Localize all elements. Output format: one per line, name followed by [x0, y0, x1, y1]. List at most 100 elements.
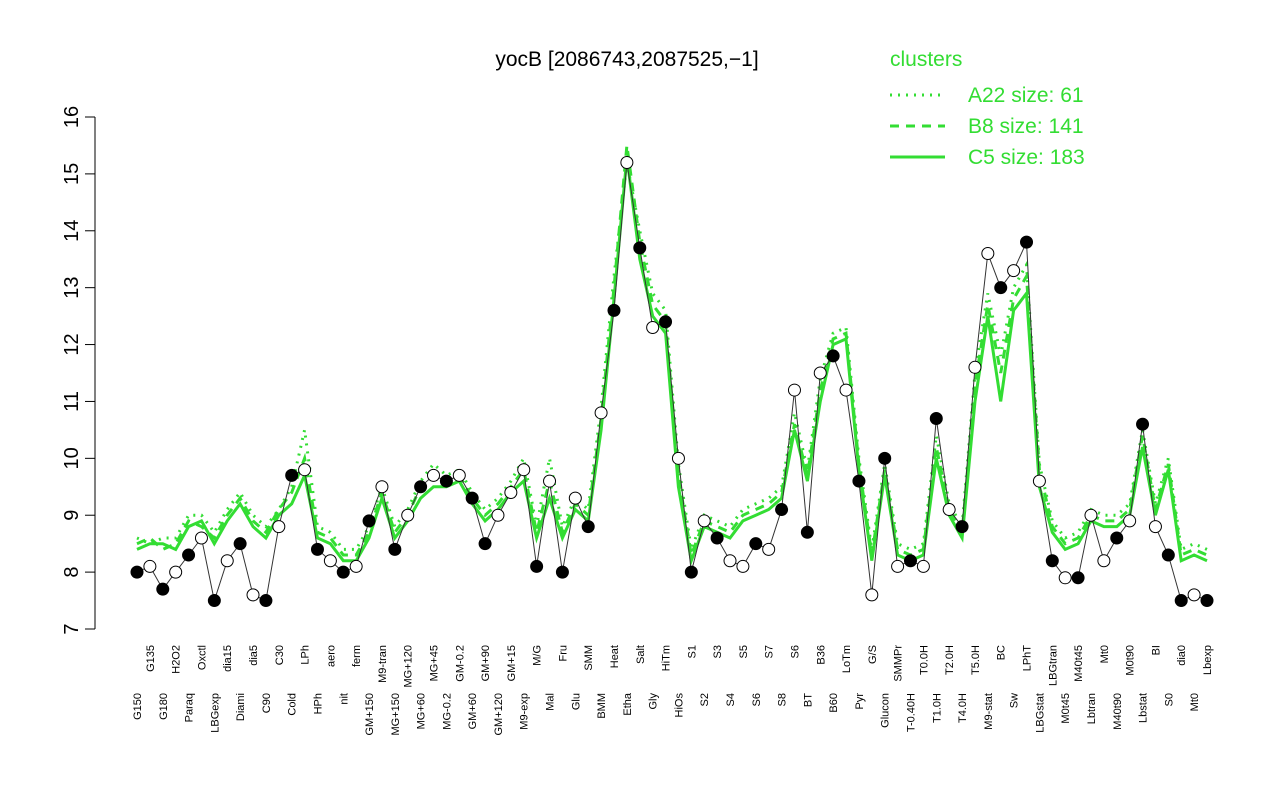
data-point — [1174, 594, 1188, 608]
data-point — [1110, 531, 1124, 545]
data-point — [607, 303, 621, 317]
data-point — [697, 514, 711, 528]
x-tick-label: Fru — [557, 645, 569, 662]
x-tick-label: S3 — [712, 645, 724, 658]
data-point — [852, 474, 866, 488]
data-point — [1148, 520, 1162, 534]
data-point — [156, 582, 170, 596]
x-tick-label: Glucon — [880, 693, 892, 728]
data-point — [929, 412, 943, 426]
x-tick-label: dia5 — [248, 645, 260, 666]
legend-label: C5 size: 183 — [968, 146, 1085, 169]
data-point — [594, 406, 608, 420]
data-point — [1084, 508, 1098, 522]
data-point — [504, 485, 518, 499]
data-point — [452, 468, 466, 482]
data-point — [336, 565, 350, 579]
data-point — [143, 559, 157, 573]
x-tick-label: T0.0H — [918, 645, 930, 675]
x-tick-label: BC — [996, 645, 1008, 660]
data-point — [684, 565, 698, 579]
x-tick-label: GM+90 — [480, 645, 492, 681]
x-tick-label: HiTm — [661, 645, 673, 671]
x-tick-label: Glu — [570, 693, 582, 710]
x-tick-label: Salt — [635, 645, 647, 664]
x-tick-label: T1.0H — [931, 693, 943, 723]
x-tick-label: B36 — [815, 645, 827, 665]
data-point — [710, 531, 724, 545]
x-tick-label: ferm — [351, 645, 363, 667]
data-point — [865, 588, 879, 602]
x-tick-label: MG+150 — [390, 693, 402, 736]
data-point — [246, 588, 260, 602]
y-tick-label: 12 — [61, 333, 83, 355]
data-point — [1097, 554, 1111, 568]
x-tick-label: M0t90 — [1125, 645, 1137, 676]
data-point — [620, 156, 634, 170]
data-line — [136, 162, 1208, 603]
x-tick-label: C30 — [274, 645, 286, 665]
x-tick-label: B60 — [828, 693, 840, 713]
data-point — [1058, 571, 1072, 585]
x-tick-label: GM+120 — [493, 693, 505, 736]
x-tick-label: GM+15 — [506, 645, 518, 681]
data-point — [207, 594, 221, 608]
data-point — [543, 474, 557, 488]
x-tick-label: M/G — [532, 645, 544, 666]
x-tick-label: MG-0.2 — [441, 693, 453, 730]
data-point — [194, 531, 208, 545]
data-point — [233, 537, 247, 551]
x-tick-label: Lbtran — [1086, 693, 1098, 724]
y-tick-label: 11 — [61, 391, 83, 412]
data-point — [994, 281, 1008, 295]
data-point — [130, 565, 144, 579]
legend-label: A22 size: 61 — [968, 84, 1084, 107]
data-point — [1071, 571, 1085, 585]
x-tick-label: T2.0H — [944, 645, 956, 675]
x-tick-label: nit — [338, 693, 350, 705]
data-point — [298, 463, 312, 477]
x-tick-label: SMMPr — [893, 645, 905, 682]
x-tick-label: Mt0 — [1189, 693, 1201, 711]
data-point — [1187, 588, 1201, 602]
x-tick-label: Paraq — [184, 693, 196, 722]
x-tick-label: S5 — [738, 645, 750, 658]
x-tick-label: M9-tran — [377, 645, 389, 683]
x-tick-label: T4.0H — [957, 693, 969, 723]
x-tick-label: LBGstat — [1034, 693, 1046, 733]
data-point — [903, 554, 917, 568]
data-point — [1007, 264, 1021, 278]
x-tick-label: dia15 — [222, 645, 234, 672]
data-point — [285, 468, 299, 482]
x-tick-label: GM+150 — [364, 693, 376, 736]
x-tick-label: MG+120 — [403, 645, 415, 688]
data-point — [646, 320, 660, 334]
data-point — [839, 383, 853, 397]
data-point — [800, 525, 814, 539]
x-tick-label: Mal — [545, 693, 557, 711]
x-tick-label: M40t45 — [1073, 645, 1085, 682]
data-point — [517, 463, 531, 477]
x-tick-label: GM-0.2 — [454, 645, 466, 682]
x-tick-label: S6 — [751, 693, 763, 706]
data-point — [1136, 417, 1150, 431]
data-point — [401, 508, 415, 522]
data-point — [568, 491, 582, 505]
data-point — [323, 554, 337, 568]
data-point — [169, 565, 183, 579]
x-tick-label: S2 — [699, 693, 711, 706]
data-point — [723, 554, 737, 568]
data-point — [581, 520, 595, 534]
x-tick-label: Gly — [648, 693, 660, 710]
data-point — [1200, 594, 1214, 608]
x-tick-label: G180 — [158, 693, 170, 720]
x-tick-label: S8 — [777, 693, 789, 706]
x-tick-label: Heat — [609, 645, 621, 668]
x-tick-label: Lbexp — [1202, 645, 1214, 675]
x-tick-label: LBGexp — [209, 693, 221, 733]
data-point — [891, 559, 905, 573]
data-point — [955, 520, 969, 534]
data-point — [659, 315, 673, 329]
x-tick-label: Oxctl — [196, 645, 208, 670]
